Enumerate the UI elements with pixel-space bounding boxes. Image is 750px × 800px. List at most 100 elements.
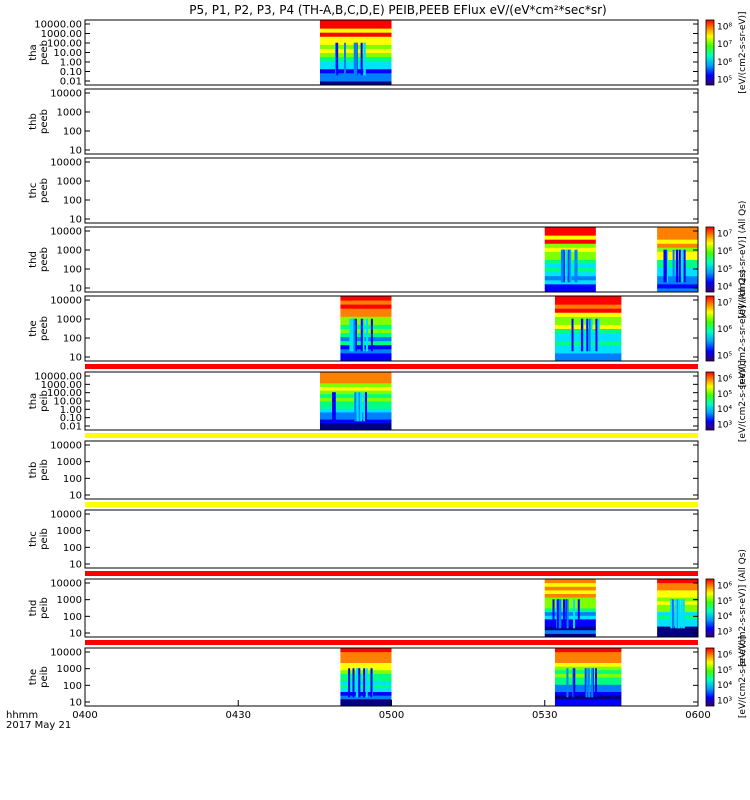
spectrogram-streak bbox=[353, 42, 356, 76]
spectrogram-streak bbox=[562, 249, 565, 283]
spectrogram-streak bbox=[370, 318, 373, 352]
y-tick-label: 100 bbox=[63, 681, 82, 692]
separator-bar bbox=[85, 640, 698, 645]
spectrogram-streak bbox=[363, 42, 366, 76]
y-tick-label: 1000 bbox=[57, 457, 82, 468]
y-tick-label: 1.00 bbox=[60, 58, 82, 69]
spectrogram-streak bbox=[573, 599, 576, 629]
spectrogram-cell bbox=[657, 629, 698, 634]
spectrogram-streak bbox=[349, 318, 352, 352]
colorbar-tick-label: 10⁶ bbox=[717, 582, 732, 592]
spectrogram-streak bbox=[355, 42, 358, 76]
spectrogram-cell bbox=[554, 300, 622, 305]
y-tick-label: 1000.00 bbox=[41, 29, 82, 40]
y-tick-label: 1000 bbox=[57, 246, 82, 257]
spectrogram-streak bbox=[566, 668, 569, 698]
spectrogram-cell bbox=[340, 312, 392, 317]
spectrogram-cell bbox=[319, 80, 392, 86]
spectrogram-streak bbox=[370, 668, 373, 698]
x-axis-label-date: 2017 May 21 bbox=[6, 720, 71, 731]
spectrogram-cell bbox=[319, 32, 392, 37]
y-tick-label: 10000 bbox=[50, 510, 82, 521]
y-tick-label: 10000 bbox=[50, 227, 82, 238]
spectrogram-cell bbox=[657, 586, 698, 591]
x-tick-label: 0400 bbox=[72, 710, 97, 721]
spectrogram-cell bbox=[657, 582, 698, 587]
panel-frame bbox=[84, 509, 699, 569]
spectrogram-cell bbox=[340, 304, 392, 309]
colorbar-tick-label: 10³ bbox=[717, 628, 732, 638]
spectrogram-cell bbox=[544, 629, 596, 634]
spectrogram-cell bbox=[340, 648, 392, 653]
spectrogram-cell bbox=[340, 300, 392, 305]
spectrogram-cell bbox=[554, 662, 622, 667]
y-tick-label: 10.00 bbox=[53, 48, 82, 59]
panel-mode-label: peeb bbox=[39, 40, 50, 65]
spectrogram-streak bbox=[591, 668, 594, 698]
spectrogram-cell bbox=[340, 324, 392, 329]
spectrogram-cell bbox=[544, 243, 596, 248]
panel-tha-peib: tha peib 10000.001000.00100.0010.001.000.1… bbox=[28, 360, 748, 442]
spectrogram-cell bbox=[657, 287, 698, 293]
colorbar-tick-label: 10⁴ bbox=[717, 405, 732, 415]
y-tick-label: 10 bbox=[69, 629, 82, 640]
x-tick-label: 0500 bbox=[379, 710, 404, 721]
panel-tha-peeb: tha peeb 10000.001000.00100.0010.001.000.1… bbox=[28, 11, 748, 93]
spectrogram-cell bbox=[544, 593, 596, 598]
separator-bar bbox=[85, 433, 698, 438]
spectrogram-cell bbox=[554, 651, 622, 656]
spectrogram-cell bbox=[657, 239, 698, 244]
spectrogram-cell bbox=[544, 626, 596, 631]
spectrogram-streak bbox=[594, 668, 597, 698]
colorbar-tick-label: 10⁵ bbox=[717, 666, 732, 676]
x-tick-label: 0430 bbox=[226, 710, 251, 721]
spectrogram-cell bbox=[340, 296, 392, 301]
x-tick-label: 0530 bbox=[532, 710, 557, 721]
panel-mode-label: peeb bbox=[39, 178, 50, 203]
panel-frame bbox=[84, 295, 699, 362]
spectrogram-streak bbox=[365, 668, 368, 698]
spectrogram-cell bbox=[657, 633, 698, 638]
spectrogram-cell bbox=[340, 662, 392, 667]
y-tick-label: 10000 bbox=[50, 158, 82, 169]
spectrogram-cell bbox=[554, 702, 622, 707]
colorbar-tick-label: 10⁶ bbox=[717, 325, 732, 335]
spectrogram-streak bbox=[590, 318, 593, 352]
spectrogram-streak bbox=[360, 318, 363, 352]
spectrogram-cell bbox=[319, 382, 392, 387]
y-tick-label: 10000.00 bbox=[34, 372, 82, 383]
spectrogram-streak bbox=[675, 249, 678, 283]
y-tick-label: 1000 bbox=[57, 315, 82, 326]
y-tick-label: 1000 bbox=[57, 526, 82, 537]
spectrogram-streak bbox=[565, 249, 568, 283]
spectrogram-streak bbox=[580, 318, 583, 352]
colorbar-tick-label: 10⁵ bbox=[717, 390, 732, 400]
panel-frame bbox=[84, 88, 699, 155]
spectrogram-cell bbox=[554, 666, 622, 671]
panel-probe-label: thb bbox=[28, 462, 39, 479]
y-tick-label: 100 bbox=[63, 543, 82, 554]
spectrogram-streak bbox=[680, 599, 683, 629]
spectrogram-cell bbox=[340, 332, 392, 338]
y-tick-label: 100 bbox=[63, 265, 82, 276]
spectrogram-cell bbox=[319, 24, 392, 29]
y-tick-label: 10000 bbox=[50, 89, 82, 100]
spectrogram-cell bbox=[544, 633, 596, 638]
colorbar-tick-label: 10³ bbox=[717, 421, 732, 431]
spectrogram-cell bbox=[319, 372, 392, 377]
spectrogram-cell bbox=[544, 247, 596, 252]
spectrogram-streak bbox=[666, 249, 669, 283]
spectrogram-streak bbox=[556, 599, 559, 629]
y-tick-label: 1000 bbox=[57, 595, 82, 606]
colorbar-label: [eV/(cm2-s-sr-eV)] (All Qs) bbox=[738, 201, 748, 319]
spectrogram-cell bbox=[340, 698, 392, 703]
colorbar-label: [eV/(cm2-s-sr-eV)] bbox=[738, 636, 748, 718]
y-tick-label: 10000 bbox=[50, 579, 82, 590]
panel-probe-label: the bbox=[28, 320, 39, 336]
spectrogram-streak bbox=[365, 318, 368, 352]
spectrogram-cell bbox=[319, 386, 392, 391]
spectrogram-cell bbox=[340, 666, 392, 671]
spectrogram-cell bbox=[319, 426, 392, 431]
spectrogram-streak bbox=[364, 392, 367, 422]
